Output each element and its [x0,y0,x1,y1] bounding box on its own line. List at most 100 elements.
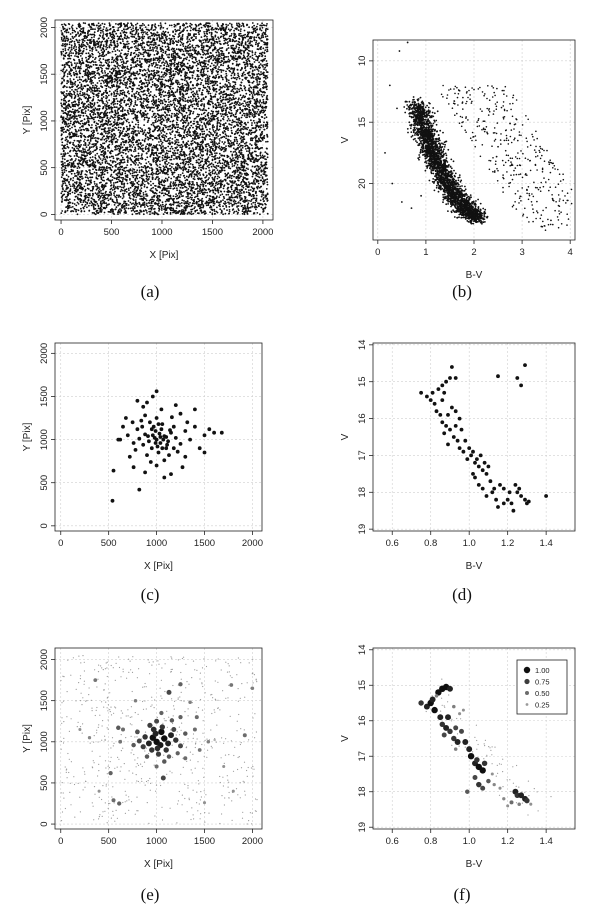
data-point [235,177,238,180]
data-point [199,124,201,126]
data-point [201,89,204,92]
data-point [183,200,185,202]
data-point [255,208,257,211]
data-point [260,195,263,198]
data-point [62,165,65,168]
data-point [110,93,113,96]
data-point [201,202,204,205]
data-point [187,163,190,166]
data-point [79,72,82,75]
data-point [132,58,135,60]
data-point [188,205,191,208]
data-point [259,154,262,157]
data-point [126,87,129,89]
data-point [215,90,218,93]
data-point [147,92,150,95]
data-point [142,150,145,153]
data-point [247,40,249,43]
data-point [119,133,122,136]
data-point [238,63,241,65]
data-point [141,175,143,178]
data-point [89,26,92,28]
data-point [96,140,99,143]
data-point [169,183,172,185]
data-point [216,124,219,126]
data-point [60,134,63,137]
data-point [80,191,83,194]
data-point [227,183,230,186]
data-point [133,46,136,48]
data-point [150,58,153,60]
data-point [164,91,167,94]
data-point [157,176,159,178]
data-point [231,203,234,206]
data-point [165,39,168,41]
data-point [232,212,235,214]
data-point [90,91,92,93]
data-point [193,48,196,51]
data-point [77,148,80,150]
data-point [126,164,129,167]
data-point [206,80,209,83]
data-point [216,169,219,172]
data-point [209,211,212,214]
data-point [232,147,235,150]
data-point [233,164,236,167]
data-point [192,46,195,49]
data-point [169,109,172,112]
data-point [196,209,199,212]
data-point [137,43,140,46]
data-point [202,173,205,176]
data-point [143,68,146,71]
data-point [181,181,184,184]
data-point [100,49,103,51]
data-point [97,119,100,122]
data-point [105,27,108,29]
data-point [61,187,64,190]
data-point [262,126,265,128]
data-point [105,48,108,51]
data-point [206,182,209,185]
data-point [61,190,64,193]
data-point [145,199,148,202]
data-point [156,31,159,34]
data-point [109,70,111,73]
data-point [145,28,148,31]
data-point [251,40,253,43]
data-point [65,101,68,104]
data-point [61,147,64,150]
data-point [84,22,87,25]
data-point [260,126,262,129]
data-point [233,74,236,76]
data-point [82,201,85,204]
data-point [172,99,175,102]
data-point [158,104,161,107]
data-point [91,124,93,126]
data-point [98,52,101,55]
data-point [158,61,160,64]
data-point [96,212,98,214]
data-point [132,128,135,130]
data-point [185,196,188,198]
data-point [206,85,209,88]
data-point [199,174,202,176]
data-point [153,42,156,44]
data-point [230,23,233,26]
data-point [234,88,237,90]
data-point [166,149,168,152]
data-point [123,91,126,94]
data-point [202,24,205,27]
data-point [230,195,233,197]
data-point [135,37,138,40]
data-point [119,59,122,61]
data-point [121,172,124,174]
data-point [69,122,72,125]
data-point [92,113,95,116]
data-point [217,25,220,27]
data-point [218,176,221,179]
data-point [197,75,200,78]
data-point [180,184,183,187]
data-point [198,127,201,130]
data-point [147,100,150,103]
